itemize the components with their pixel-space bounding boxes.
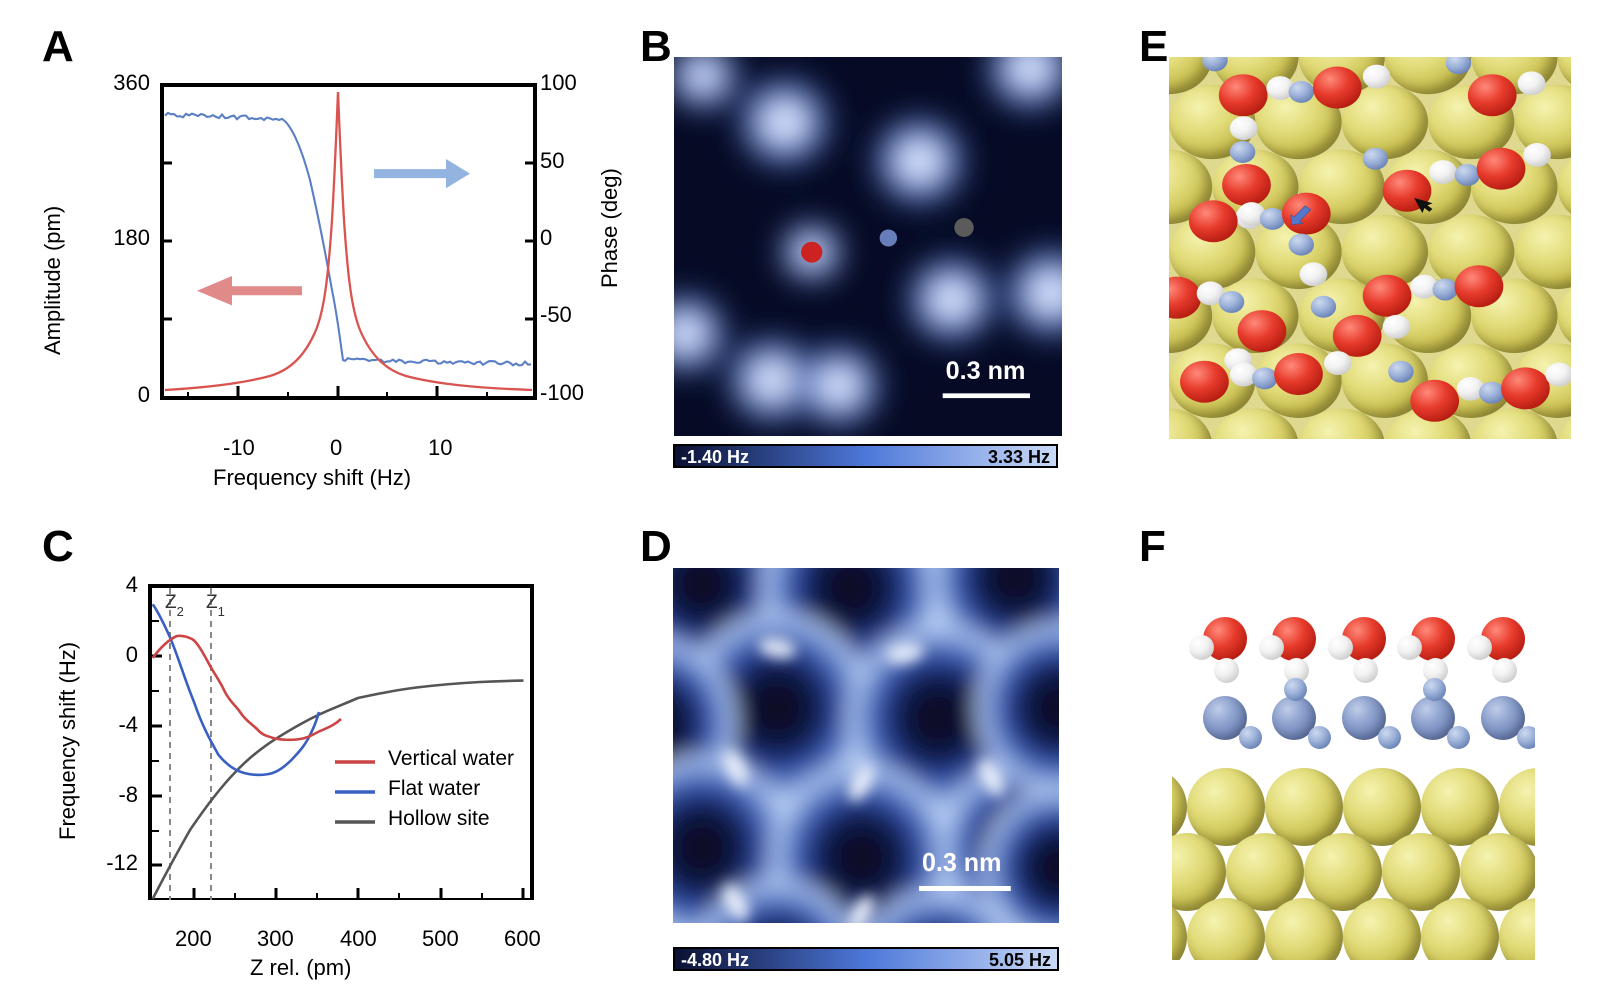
svg-text:Z1: Z1: [206, 592, 225, 619]
svg-text:0.3 nm: 0.3 nm: [922, 849, 1001, 877]
svg-text:0.3 nm: 0.3 nm: [946, 357, 1026, 385]
svg-text:Z2: Z2: [165, 592, 184, 619]
